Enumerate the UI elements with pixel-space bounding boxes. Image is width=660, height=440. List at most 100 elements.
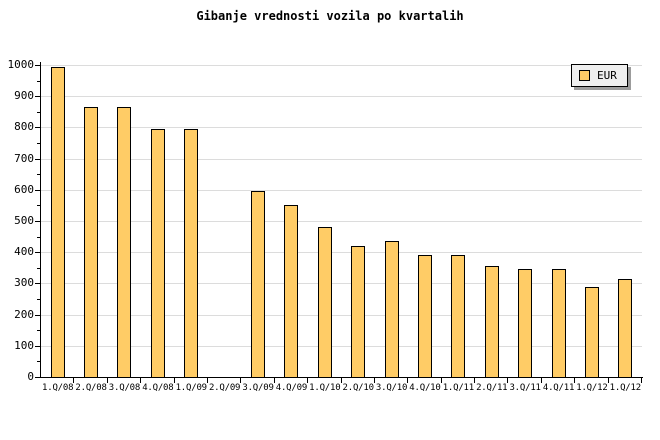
y-tick-major bbox=[35, 252, 40, 254]
y-tick-major bbox=[35, 189, 40, 191]
y-tick-label: 500 bbox=[14, 214, 34, 227]
x-tick-label: 1.Q/10 bbox=[309, 383, 341, 393]
gridline-y-1000 bbox=[41, 65, 642, 66]
x-tick bbox=[641, 378, 642, 383]
y-tick-label: 400 bbox=[14, 245, 34, 259]
bar-3.Q/11 bbox=[518, 269, 533, 377]
bar-3.Q/08 bbox=[117, 107, 132, 377]
x-tick bbox=[240, 378, 241, 383]
x-tick bbox=[541, 378, 542, 383]
y-tick-label: 700 bbox=[14, 151, 34, 165]
bar-4.Q/08 bbox=[150, 129, 165, 377]
bar-2.Q/10 bbox=[351, 246, 366, 377]
x-tick-label: 2.Q/10 bbox=[342, 383, 375, 393]
bar-4.Q/09 bbox=[284, 205, 299, 377]
x-tick-label: 4.Q/08 bbox=[142, 383, 174, 393]
y-tick-minor bbox=[37, 143, 40, 144]
bar-4.Q/10 bbox=[417, 255, 432, 377]
legend: EUR bbox=[571, 64, 628, 87]
bar-2.Q/11 bbox=[484, 266, 499, 377]
y-tick-minor bbox=[37, 174, 40, 176]
gridline-y-700 bbox=[41, 158, 642, 160]
y-tick-minor bbox=[37, 299, 40, 300]
y-tick-label: 600 bbox=[14, 182, 34, 196]
legend-swatch-icon bbox=[579, 70, 590, 81]
y-tick-minor bbox=[37, 111, 40, 113]
gridline-y-200 bbox=[41, 314, 642, 316]
y-tick-minor bbox=[37, 80, 40, 82]
bar-1.Q/08 bbox=[50, 67, 65, 377]
bar-2.Q/08 bbox=[84, 107, 99, 377]
y-tick-label: 300 bbox=[14, 276, 34, 290]
y-tick-major bbox=[35, 377, 40, 378]
x-tick-label: 2.Q/11 bbox=[476, 383, 508, 393]
y-tick-major bbox=[35, 65, 40, 66]
legend-label: EUR bbox=[597, 69, 617, 82]
x-tick-label: 4.Q/10 bbox=[409, 383, 441, 393]
y-tick-minor bbox=[37, 361, 40, 363]
x-tick bbox=[608, 378, 609, 383]
y-tick-major bbox=[35, 127, 40, 129]
bar-3.Q/09 bbox=[251, 191, 266, 377]
x-tick bbox=[341, 378, 342, 383]
y-tick-major bbox=[35, 221, 40, 222]
x-tick bbox=[107, 378, 108, 383]
chart-title: Gibanje vrednosti vozila po kvartalih bbox=[196, 9, 464, 23]
gridline-y-800 bbox=[41, 127, 642, 129]
x-tick-label: 1.Q/11 bbox=[442, 383, 475, 393]
y-tick-minor bbox=[37, 267, 40, 269]
x-tick bbox=[207, 378, 208, 383]
x-tick bbox=[274, 378, 275, 383]
gridline-y-500 bbox=[41, 221, 642, 222]
y-tick-label: 800 bbox=[14, 120, 34, 134]
y-axis-labels: 0 100 200 300 400 500 600 700 800 900 1000 bbox=[0, 59, 35, 383]
x-tick-label: 1.Q/12 bbox=[609, 383, 642, 393]
gridline-y-900 bbox=[41, 96, 642, 98]
x-tick-label: 1.Q/12 bbox=[576, 383, 608, 393]
gridline-y-400 bbox=[41, 252, 642, 254]
y-tick-label: 100 bbox=[14, 338, 34, 352]
gridline-y-100 bbox=[41, 345, 642, 347]
x-tick bbox=[174, 378, 175, 383]
bar-3.Q/10 bbox=[384, 241, 399, 377]
gridline-y-600 bbox=[41, 189, 642, 191]
y-axis-stub bbox=[40, 62, 41, 65]
x-tick-label: 1.Q/08 bbox=[42, 383, 74, 393]
x-tick-label: 3.Q/11 bbox=[509, 383, 541, 393]
x-tick bbox=[407, 378, 408, 383]
x-tick-label: 2.Q/09 bbox=[208, 383, 241, 393]
x-tick-label: 3.Q/08 bbox=[108, 383, 141, 393]
y-tick-label: 1000 bbox=[7, 58, 35, 71]
x-tick bbox=[474, 378, 475, 383]
y-tick-minor bbox=[37, 236, 40, 238]
y-tick-label: 200 bbox=[14, 307, 34, 321]
plot-area bbox=[35, 62, 643, 383]
bar-1.Q/10 bbox=[317, 227, 332, 377]
y-tick-minor bbox=[37, 330, 40, 332]
x-tick-label: 4.Q/09 bbox=[275, 383, 308, 393]
x-tick bbox=[307, 378, 308, 383]
bar-1.Q/09 bbox=[184, 129, 199, 377]
x-tick bbox=[574, 378, 575, 383]
y-tick-label: 900 bbox=[14, 89, 34, 103]
x-tick-label: 1.Q/09 bbox=[175, 383, 208, 393]
x-tick-label: 3.Q/09 bbox=[242, 383, 274, 393]
bar-4.Q/11 bbox=[551, 269, 566, 377]
x-tick bbox=[140, 378, 141, 383]
bar-1.Q/11 bbox=[451, 255, 466, 377]
x-tick-label: 3.Q/10 bbox=[375, 383, 408, 393]
x-tick bbox=[374, 378, 375, 383]
y-tick-major bbox=[35, 158, 40, 160]
x-tick-label: 2.Q/08 bbox=[75, 383, 107, 393]
y-tick-minor bbox=[37, 205, 40, 207]
y-tick-major bbox=[35, 345, 40, 347]
x-axis-labels: 1.Q/08 2.Q/08 3.Q/08 4.Q/08 1.Q/09 2.Q/09 3.Q/… bbox=[41, 383, 642, 395]
bar-1.Q/12 bbox=[584, 287, 599, 377]
x-tick bbox=[441, 378, 442, 383]
gridline-y-300 bbox=[41, 283, 642, 285]
bar-1.Q/12 bbox=[618, 279, 633, 377]
x-tick-label: 4.Q/11 bbox=[542, 383, 575, 393]
x-tick bbox=[73, 378, 74, 383]
y-tick-major bbox=[35, 314, 40, 316]
